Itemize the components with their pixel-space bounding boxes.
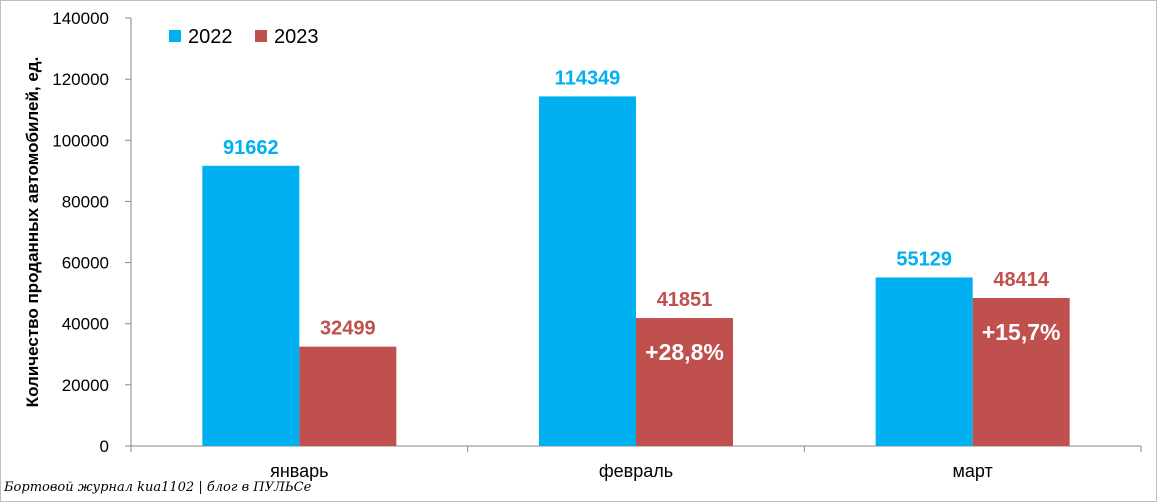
- data-label: 55129: [896, 248, 952, 270]
- x-tick-label: март: [953, 461, 993, 481]
- y-tick-label: 60000: [62, 254, 109, 273]
- bar-2022: [202, 165, 300, 446]
- legend-label: 2022: [188, 26, 233, 48]
- bar-2023: [299, 346, 397, 446]
- data-label: 41851: [657, 289, 713, 311]
- y-tick-label: 100000: [52, 131, 109, 150]
- y-tick-label: 80000: [62, 192, 109, 211]
- data-label: 91662: [223, 137, 279, 159]
- growth-label: +15,7%: [982, 319, 1061, 345]
- bar-2023: [636, 318, 733, 446]
- growth-label: +28,8%: [645, 339, 724, 365]
- legend-label: 2023: [274, 26, 319, 48]
- y-tick-label: 140000: [52, 9, 109, 28]
- data-label: 32499: [320, 318, 376, 340]
- x-tick-label: февраль: [599, 461, 673, 481]
- y-tick-label: 120000: [52, 70, 109, 89]
- y-axis-label: Количество проданных автомобилей, ед.: [23, 57, 42, 408]
- y-tick-label: 0: [100, 437, 109, 456]
- legend-swatch: [255, 30, 267, 42]
- data-label: 114349: [555, 67, 621, 89]
- bar-2023: [972, 297, 1070, 446]
- y-tick-label: 20000: [62, 376, 109, 395]
- bar-2022: [539, 96, 636, 447]
- watermark-text: Бортовой журнал kua1102 | блог в ПУЛЬСе: [4, 480, 312, 495]
- y-tick-label: 40000: [62, 315, 109, 334]
- data-label: 48414: [993, 269, 1049, 291]
- bar-2022: [875, 277, 973, 446]
- legend-swatch: [169, 30, 181, 42]
- x-tick-label: январь: [270, 461, 328, 481]
